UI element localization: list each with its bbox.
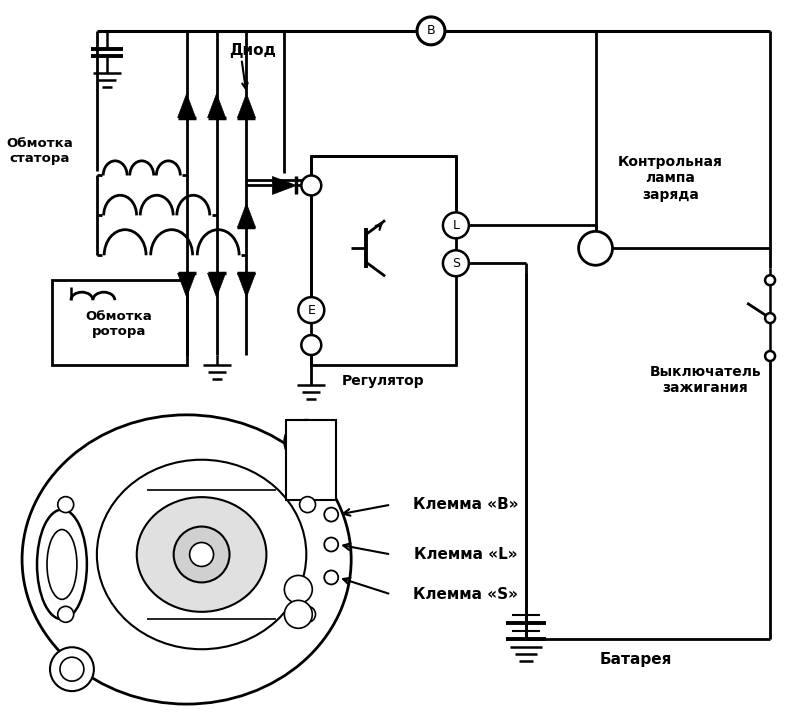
Text: Выключатель
зажигания: Выключатель зажигания	[650, 365, 761, 395]
Text: Обмотка
ротора: Обмотка ротора	[86, 310, 152, 338]
Circle shape	[443, 250, 469, 276]
Circle shape	[60, 657, 84, 681]
Circle shape	[50, 647, 94, 691]
Circle shape	[58, 497, 74, 513]
Text: Клемма «S»: Клемма «S»	[414, 587, 518, 602]
Circle shape	[174, 526, 230, 582]
Circle shape	[284, 420, 328, 464]
Ellipse shape	[97, 459, 306, 649]
Circle shape	[765, 351, 775, 361]
Circle shape	[58, 606, 74, 623]
Bar	[286, 420, 336, 500]
Text: S: S	[452, 257, 460, 270]
Circle shape	[765, 275, 775, 285]
Circle shape	[443, 212, 469, 238]
Ellipse shape	[37, 510, 87, 619]
Circle shape	[302, 175, 322, 196]
Text: Клемма «L»: Клемма «L»	[414, 547, 518, 562]
Ellipse shape	[22, 415, 351, 704]
Circle shape	[299, 497, 315, 513]
Circle shape	[299, 606, 315, 623]
Polygon shape	[272, 176, 296, 194]
Circle shape	[190, 543, 214, 567]
Circle shape	[324, 538, 338, 551]
Text: E: E	[307, 303, 315, 316]
Circle shape	[294, 430, 318, 454]
Ellipse shape	[137, 497, 266, 612]
Polygon shape	[238, 203, 255, 227]
Polygon shape	[207, 273, 226, 297]
Text: Обмотка
статора: Обмотка статора	[6, 137, 74, 165]
Circle shape	[298, 297, 324, 323]
Circle shape	[324, 508, 338, 521]
Polygon shape	[178, 273, 196, 297]
Polygon shape	[238, 273, 255, 297]
Circle shape	[578, 232, 613, 265]
Text: Батарея: Батарея	[599, 651, 672, 667]
Polygon shape	[207, 93, 226, 118]
Ellipse shape	[47, 530, 77, 600]
Text: Клемма «B»: Клемма «B»	[413, 497, 518, 512]
Bar	[52, 280, 186, 365]
Text: Контрольная
лампа
заряда: Контрольная лампа заряда	[618, 155, 722, 202]
Bar	[311, 155, 456, 365]
Circle shape	[417, 17, 445, 45]
Circle shape	[302, 335, 322, 355]
Polygon shape	[238, 93, 255, 118]
Text: B: B	[426, 24, 435, 37]
Circle shape	[284, 575, 312, 603]
Circle shape	[765, 313, 775, 323]
Text: L: L	[453, 219, 459, 232]
Text: Регулятор: Регулятор	[342, 374, 425, 388]
Circle shape	[284, 600, 312, 628]
Polygon shape	[178, 93, 196, 118]
Circle shape	[324, 570, 338, 585]
Text: Диод: Диод	[230, 43, 276, 58]
